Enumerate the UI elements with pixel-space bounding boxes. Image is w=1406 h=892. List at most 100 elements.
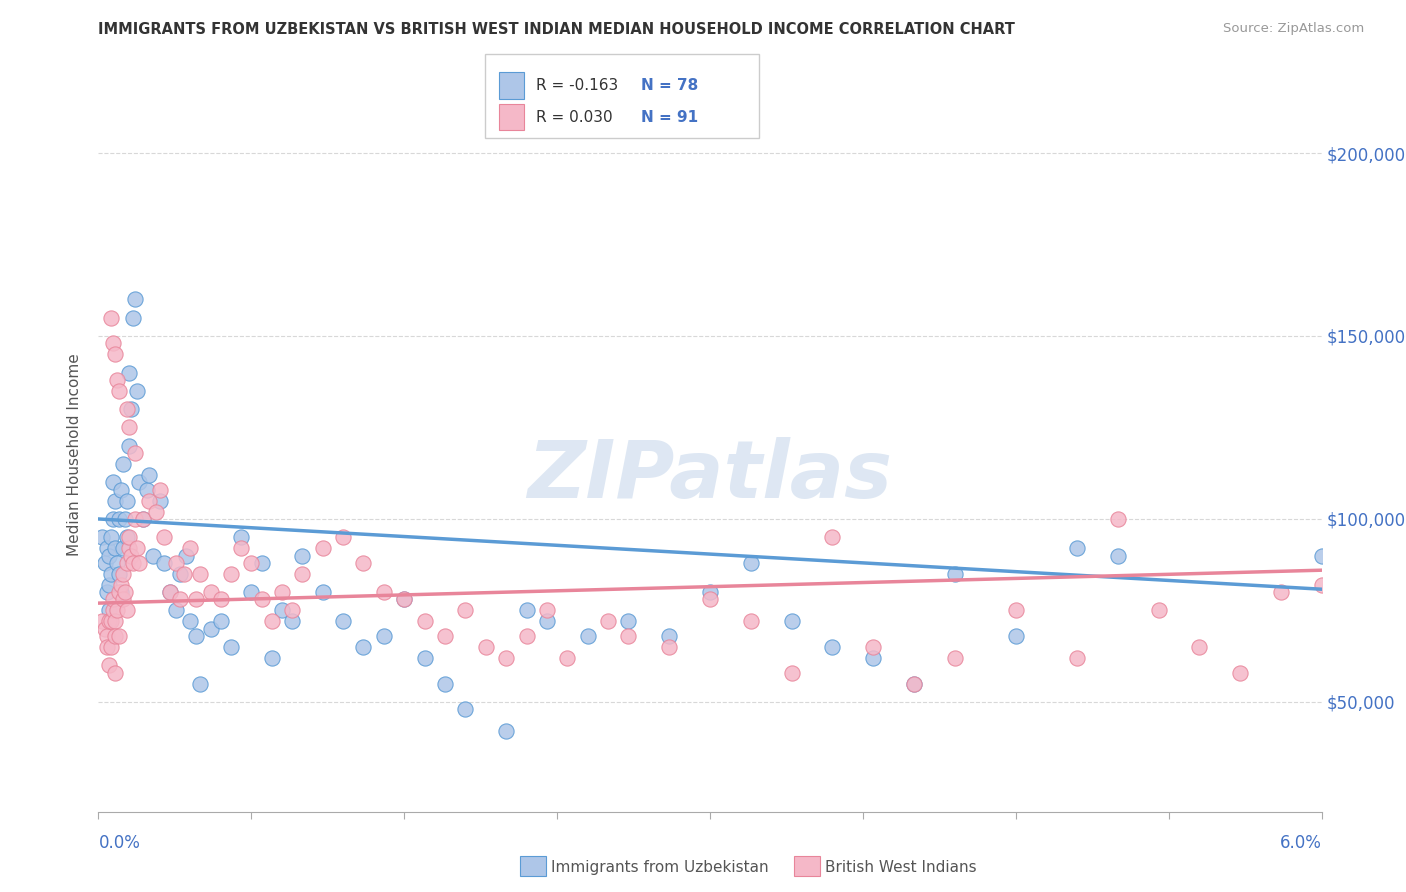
Point bbox=[111, 566, 134, 581]
Point bbox=[1147, 603, 1170, 617]
Point bbox=[101, 336, 124, 351]
Point bbox=[332, 530, 354, 544]
Point bbox=[142, 549, 165, 563]
Point bbox=[658, 640, 681, 654]
Point bbox=[120, 402, 142, 417]
Point bbox=[159, 585, 181, 599]
Point bbox=[1066, 651, 1088, 665]
Text: IMMIGRANTS FROM UZBEKISTAN VS BRITISH WEST INDIAN MEDIAN HOUSEHOLD INCOME CORREL: IMMIGRANTS FROM UZBEKISTAN VS BRITISH WE… bbox=[98, 22, 1015, 37]
Point bbox=[903, 676, 925, 690]
Point bbox=[219, 566, 242, 581]
Point bbox=[108, 566, 131, 581]
Point bbox=[105, 556, 128, 570]
Point bbox=[392, 592, 416, 607]
Point bbox=[740, 615, 762, 629]
Text: British West Indians: British West Indians bbox=[825, 860, 977, 874]
Point bbox=[291, 549, 314, 563]
Point bbox=[105, 373, 128, 387]
Point bbox=[699, 585, 721, 599]
Point bbox=[115, 493, 138, 508]
Point bbox=[229, 530, 253, 544]
Point bbox=[495, 724, 517, 739]
Point bbox=[281, 603, 304, 617]
Point bbox=[250, 592, 273, 607]
Point bbox=[250, 556, 273, 570]
Point bbox=[270, 585, 292, 599]
Point bbox=[93, 622, 115, 636]
Point bbox=[555, 651, 579, 665]
Point bbox=[100, 640, 122, 654]
Point bbox=[1107, 549, 1129, 563]
Point bbox=[100, 530, 122, 544]
Point bbox=[373, 585, 395, 599]
Point bbox=[96, 585, 118, 599]
Point bbox=[149, 483, 172, 497]
Point bbox=[281, 615, 304, 629]
Point bbox=[536, 615, 558, 629]
Point bbox=[821, 530, 844, 544]
Point bbox=[1310, 578, 1333, 592]
Point bbox=[1107, 512, 1129, 526]
Point bbox=[165, 556, 187, 570]
Point bbox=[104, 665, 127, 680]
Point bbox=[454, 702, 477, 716]
Point bbox=[1188, 640, 1211, 654]
Point bbox=[495, 651, 517, 665]
Point bbox=[413, 615, 436, 629]
Point bbox=[209, 592, 232, 607]
Point bbox=[152, 556, 174, 570]
Point bbox=[311, 541, 335, 556]
Point bbox=[138, 493, 160, 508]
Point bbox=[132, 512, 155, 526]
Point bbox=[108, 384, 131, 398]
Point bbox=[124, 512, 146, 526]
Point bbox=[108, 512, 131, 526]
Point bbox=[596, 615, 619, 629]
Point bbox=[91, 615, 114, 629]
Point bbox=[138, 468, 160, 483]
Point bbox=[115, 530, 138, 544]
Point bbox=[115, 402, 138, 417]
Point bbox=[122, 556, 145, 570]
Point bbox=[127, 384, 149, 398]
Point bbox=[136, 483, 159, 497]
Point bbox=[332, 615, 354, 629]
Point bbox=[104, 493, 127, 508]
Point bbox=[188, 566, 212, 581]
Point bbox=[118, 541, 141, 556]
Point bbox=[219, 640, 242, 654]
Point bbox=[413, 651, 436, 665]
Point bbox=[373, 629, 395, 643]
Point bbox=[903, 676, 925, 690]
Text: R = 0.030: R = 0.030 bbox=[536, 110, 612, 125]
Point bbox=[260, 651, 283, 665]
Point bbox=[100, 310, 122, 325]
Point bbox=[104, 629, 127, 643]
Point bbox=[101, 512, 124, 526]
Point bbox=[433, 676, 456, 690]
Point bbox=[311, 585, 335, 599]
Point bbox=[96, 640, 118, 654]
Point bbox=[260, 615, 283, 629]
Point bbox=[943, 651, 966, 665]
Point bbox=[173, 566, 195, 581]
Point bbox=[188, 676, 212, 690]
Point bbox=[118, 530, 141, 544]
Point bbox=[152, 530, 174, 544]
Point bbox=[240, 585, 263, 599]
Point bbox=[101, 603, 124, 617]
Point bbox=[124, 446, 146, 460]
Point bbox=[101, 475, 124, 490]
Point bbox=[740, 556, 762, 570]
Point bbox=[780, 615, 803, 629]
Point bbox=[200, 585, 222, 599]
Point bbox=[104, 615, 127, 629]
Point bbox=[97, 549, 120, 563]
Point bbox=[209, 615, 232, 629]
Point bbox=[108, 585, 131, 599]
Point bbox=[96, 629, 118, 643]
Point bbox=[132, 512, 155, 526]
Point bbox=[97, 578, 120, 592]
Point bbox=[128, 556, 150, 570]
Text: ZIPatlas: ZIPatlas bbox=[527, 437, 893, 516]
